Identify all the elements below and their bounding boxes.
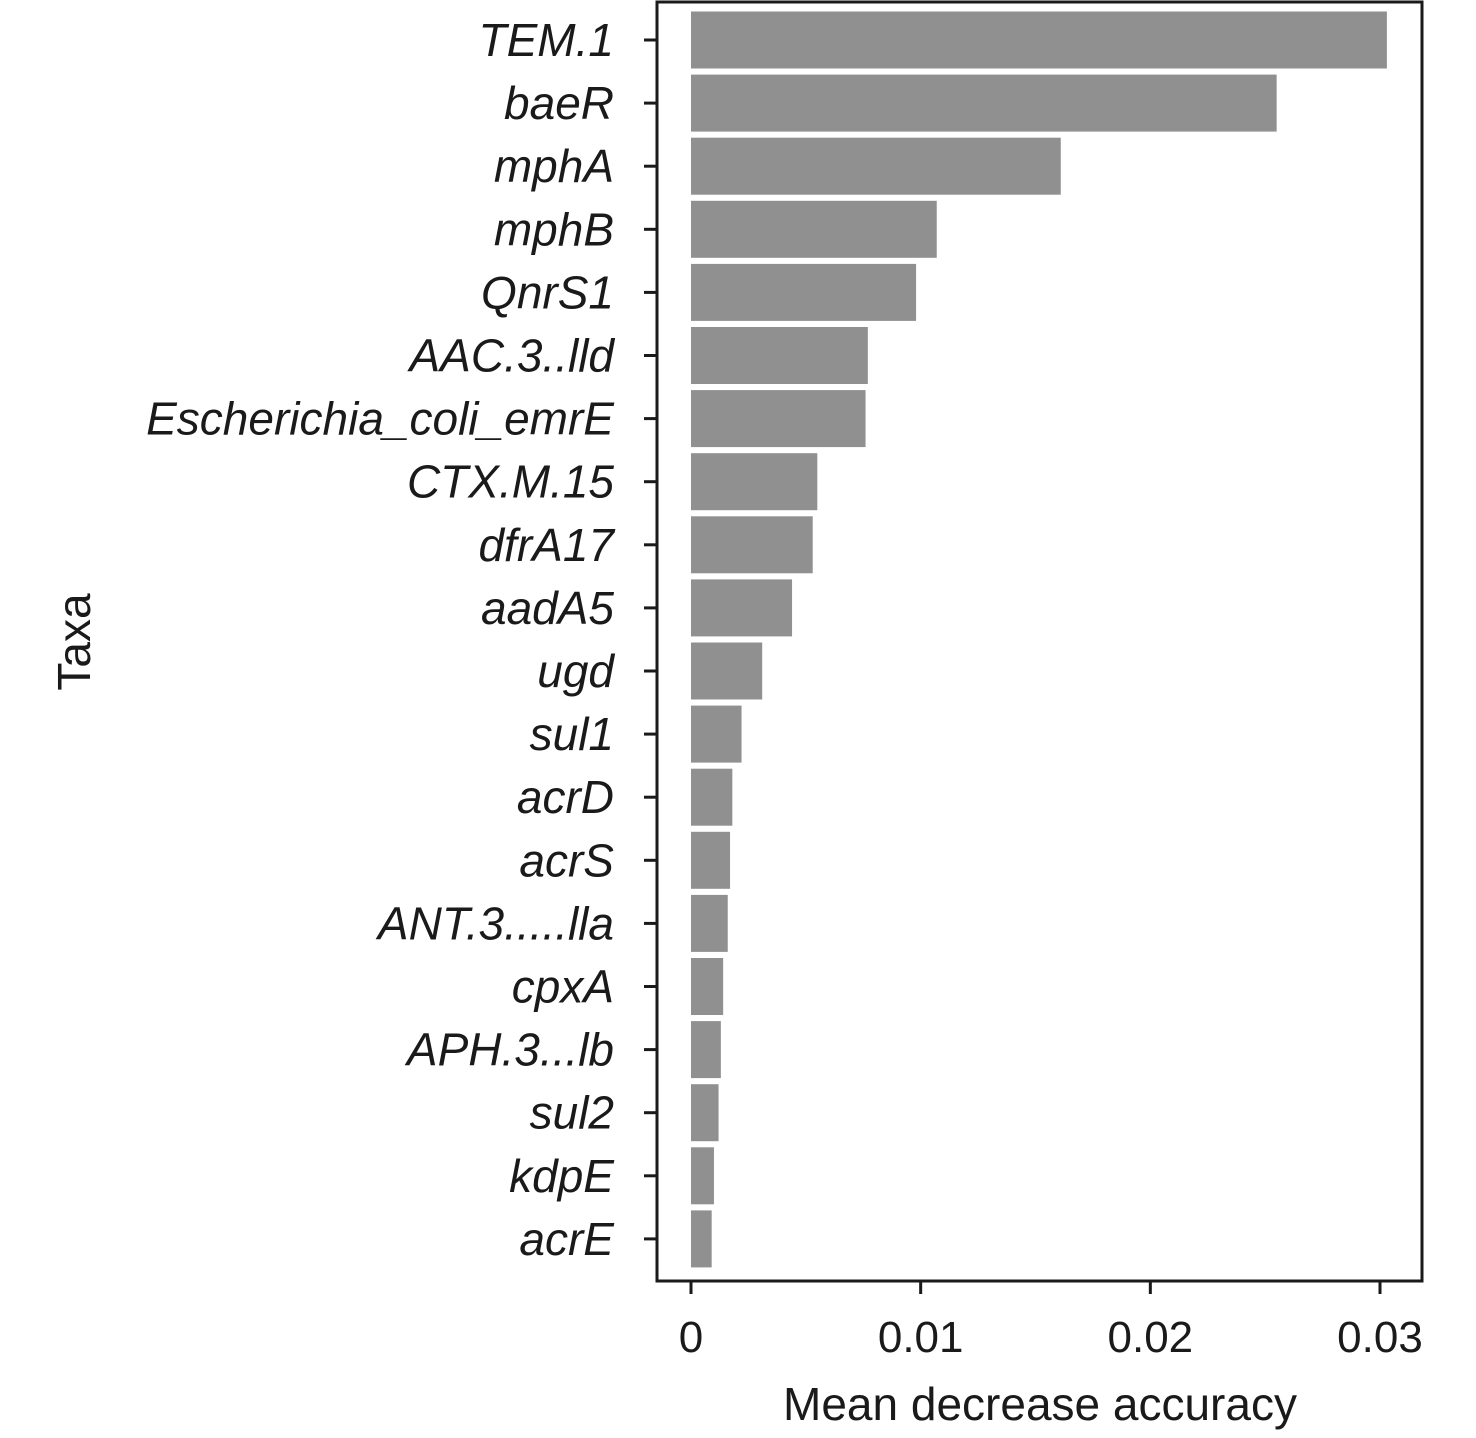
y-axis: TEM.1 baeR mphA mphB QnrS1 AAC.3..lld Escheric… — [146, 14, 657, 1265]
bar-5 — [691, 327, 868, 384]
y-tick-label-5: AAC.3..lld — [406, 330, 615, 382]
x-tick-label-1: 0.01 — [878, 1313, 964, 1362]
x-axis-title: Mean decrease accuracy — [783, 1378, 1297, 1430]
bar-12 — [691, 768, 733, 826]
bar-9 — [691, 579, 793, 637]
bar-11 — [691, 705, 742, 763]
bar-17 — [691, 1084, 719, 1142]
y-tick-label-13: acrS — [519, 834, 614, 886]
plot-frame — [655, 0, 1424, 1283]
bar-0 — [691, 11, 1387, 69]
y-tick-label-2: mphA — [494, 140, 614, 192]
y-tick-label-6: Escherichia_coli_emrE — [146, 393, 615, 445]
bar-7 — [691, 453, 818, 511]
bar-8 — [691, 516, 813, 574]
bar-2 — [691, 137, 1061, 195]
x-tick-label-3: 0.03 — [1337, 1313, 1423, 1362]
bar-15 — [691, 958, 724, 1015]
bars-group — [691, 11, 1387, 1268]
x-axis: 0 0.01 0.02 0.03 — [679, 1281, 1423, 1362]
bar-16 — [691, 1021, 721, 1079]
bar-3 — [691, 200, 937, 258]
x-tick-label-0: 0 — [679, 1313, 703, 1362]
y-tick-label-0: TEM.1 — [479, 14, 614, 66]
y-tick-label-9: aadA5 — [481, 582, 614, 634]
y-tick-label-14: ANT.3.....lla — [375, 897, 614, 949]
x-tick-label-2: 0.02 — [1108, 1313, 1194, 1362]
bar-6 — [691, 390, 866, 448]
y-tick-label-8: dfrA17 — [478, 519, 615, 571]
bar-10 — [691, 642, 763, 700]
bar-4 — [691, 263, 917, 321]
bar-1 — [691, 74, 1277, 132]
y-tick-label-16: APH.3...lb — [404, 1024, 614, 1076]
y-tick-label-18: kdpE — [509, 1150, 615, 1202]
bar-19 — [691, 1210, 712, 1268]
y-tick-label-11: sul1 — [530, 708, 614, 760]
y-tick-label-15: cpxA — [512, 961, 614, 1013]
bar-18 — [691, 1147, 714, 1205]
y-tick-label-19: acrE — [519, 1213, 615, 1265]
y-tick-label-4: QnrS1 — [481, 266, 614, 318]
y-axis-title: Taxa — [48, 593, 100, 691]
y-tick-label-7: CTX.M.15 — [407, 456, 614, 508]
y-tick-label-17: sul2 — [530, 1087, 614, 1139]
bar-13 — [691, 831, 731, 889]
y-tick-label-1: baeR — [504, 77, 614, 129]
y-tick-label-3: mphB — [494, 203, 614, 255]
y-tick-label-12: acrD — [517, 771, 614, 823]
bar-14 — [691, 894, 728, 952]
y-tick-label-10: ugd — [537, 645, 615, 697]
